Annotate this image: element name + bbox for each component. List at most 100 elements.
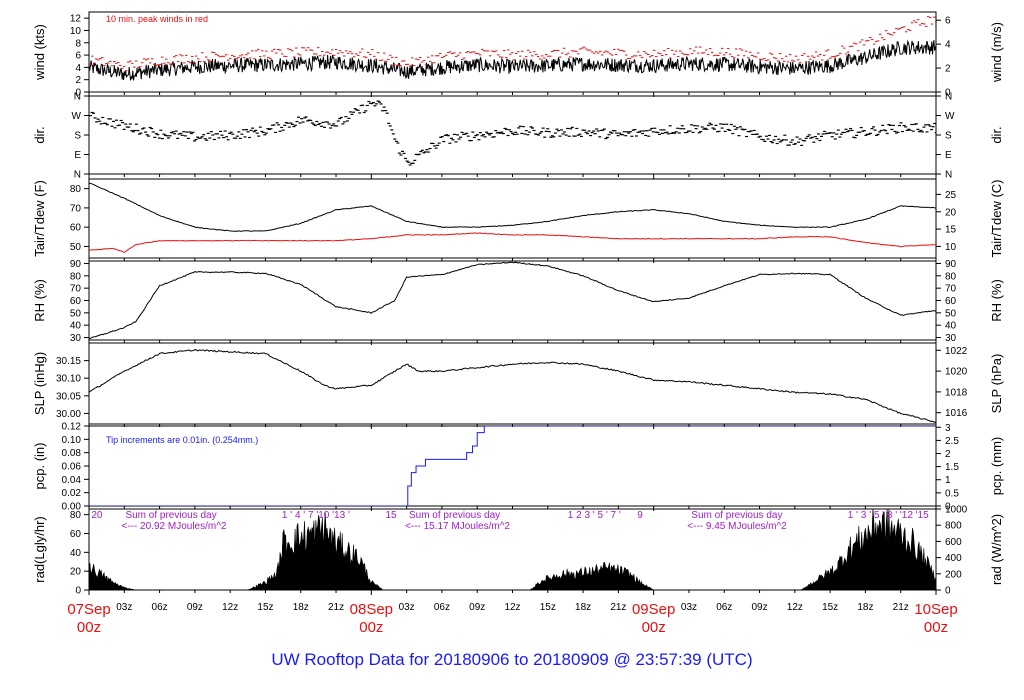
x-tick-label: 03z: [116, 602, 132, 613]
y-tick-label: 50: [70, 242, 82, 253]
y2-tick-label: 30: [945, 333, 957, 344]
y-axis-label: dir.: [32, 126, 47, 143]
y2-tick-label: 1000: [945, 505, 968, 516]
y2-tick-label: 400: [945, 553, 962, 564]
y-tick-label: 40: [70, 548, 82, 559]
y2-tick-label: 15: [945, 225, 957, 236]
daily-sum-title: Sum of previous day: [125, 510, 216, 521]
y-tick-label: 0.00: [62, 502, 82, 513]
daily-sum-value: <--- 20.92 MJoules/m^2: [121, 521, 226, 532]
x-tick-label: 12z: [504, 602, 520, 613]
radiation-area: [89, 509, 936, 590]
panel-annotation: 10 min. peak winds in red: [106, 14, 208, 24]
y2-axis-label: SLP (hPa): [989, 354, 1004, 414]
series-line: [89, 426, 936, 506]
series-line: [89, 182, 936, 232]
y2-tick-label: W: [945, 111, 955, 122]
x-tick-label: 18z: [293, 602, 309, 613]
y2-tick-label: 800: [945, 521, 962, 532]
y-tick-label: 30: [70, 333, 82, 344]
x-date-time-label: 00z: [359, 619, 383, 636]
y2-tick-label: 1016: [945, 408, 968, 419]
y2-tick-label: 1: [945, 475, 951, 486]
panel-frame: [88, 260, 937, 341]
x-tick-label: 03z: [399, 602, 415, 613]
plot-area: [89, 261, 936, 340]
plot-area: [89, 509, 936, 590]
y-tick-label: 12: [70, 14, 82, 25]
y2-tick-label: 1022: [945, 346, 968, 357]
hour-marker-label: 1 ' 4 ' 7 '10 '13 ': [282, 510, 350, 521]
x-date-label: 09Sep: [632, 601, 675, 618]
y2-tick-label: 2: [945, 64, 951, 75]
series-line: [89, 261, 936, 340]
x-tick-label: 15z: [822, 602, 838, 613]
plot-area: [89, 16, 936, 81]
x-tick-label: 15z: [257, 602, 273, 613]
y2-tick-label: 10: [945, 242, 957, 253]
y-tick-label: N: [74, 92, 81, 103]
x-tick-label: 15z: [540, 602, 556, 613]
y2-tick-label: 4: [945, 40, 951, 51]
y-axis-label: Tair/Tdew (F): [32, 180, 47, 257]
y2-tick-label: N: [945, 170, 952, 181]
y-tick-label: 0.04: [62, 475, 82, 486]
y-tick-label: 4: [75, 63, 81, 74]
y-tick-label: W: [72, 111, 82, 122]
x-date-label: 07Sep: [67, 601, 110, 618]
plot-area: [89, 100, 936, 166]
y-tick-label: 0.10: [62, 435, 82, 446]
page-title: UW Rooftop Data for 20180906 to 20180909…: [271, 650, 753, 669]
series-line: [89, 349, 936, 423]
hour-marker-label: 1 ' 3 ' 5 ' 8 ' '12 '15: [848, 510, 929, 521]
y2-tick-label: 0: [945, 88, 951, 99]
panel-pcp: 0.00 0.02 0.04 0.06 0.08 0.10 0.12 0 0.5 1 1.5 2 2.5…: [32, 422, 1004, 513]
y2-tick-label: 2.5: [945, 436, 959, 447]
hour-marker-label: 9: [637, 510, 643, 521]
y2-tick-label: 20: [945, 207, 957, 218]
y-tick-label: 70: [70, 284, 82, 295]
y2-tick-label: 600: [945, 537, 962, 548]
daily-sum-title: Sum of previous day: [409, 510, 500, 521]
y2-axis-label: rad (W/m^2): [989, 514, 1004, 585]
x-tick-label: 06z: [434, 602, 450, 613]
y2-tick-label: N: [945, 92, 952, 103]
panel-temp: 50 60 70 80 10 15 20 25 Tair/Tdew (F) Tair/Tdew (…: [32, 178, 1004, 263]
y-tick-label: 80: [70, 271, 82, 282]
panel-slp: 30.00 30.05 30.10 30.15 1016 1018 1020 1022 SLP …: [32, 342, 1004, 429]
y2-tick-label: 2: [945, 449, 951, 460]
y-tick-label: 30.05: [56, 391, 81, 402]
daily-sum-value: <--- 9.45 MJoules/m^2: [687, 521, 787, 532]
y-axis-label: wind (kts): [32, 24, 47, 81]
y2-tick-label: 200: [945, 569, 962, 580]
x-date-time-label: 00z: [924, 619, 948, 636]
y-tick-label: 10: [70, 26, 82, 37]
x-tick-label: 21z: [610, 602, 626, 613]
x-tick-label: 03z: [681, 602, 697, 613]
x-date-time-label: 00z: [77, 619, 101, 636]
y-tick-label: 2: [75, 75, 81, 86]
x-tick-label: 12z: [222, 602, 238, 613]
panel-annotation: Tip increments are 0.01in. (0.254mm.): [106, 435, 258, 445]
y2-tick-label: 80: [945, 271, 957, 282]
y-tick-label: 60: [70, 223, 82, 234]
y-tick-label: 0.06: [62, 462, 82, 473]
y2-tick-label: 1018: [945, 387, 968, 398]
y-tick-label: 40: [70, 321, 82, 332]
x-date-label: 08Sep: [350, 601, 393, 618]
x-date-label: 10Sep: [914, 601, 957, 618]
y2-tick-label: 1.5: [945, 462, 959, 473]
y2-tick-label: 0.5: [945, 488, 959, 499]
y2-tick-label: S: [945, 131, 952, 142]
y-tick-label: 60: [70, 529, 82, 540]
y-tick-label: 30.00: [56, 409, 81, 420]
y2-tick-label: 25: [945, 190, 957, 201]
y-tick-label: 20: [70, 567, 82, 578]
daily-sum-title: Sum of previous day: [691, 510, 782, 521]
x-tick-label: 12z: [787, 602, 803, 613]
panel-frame: [88, 11, 937, 93]
